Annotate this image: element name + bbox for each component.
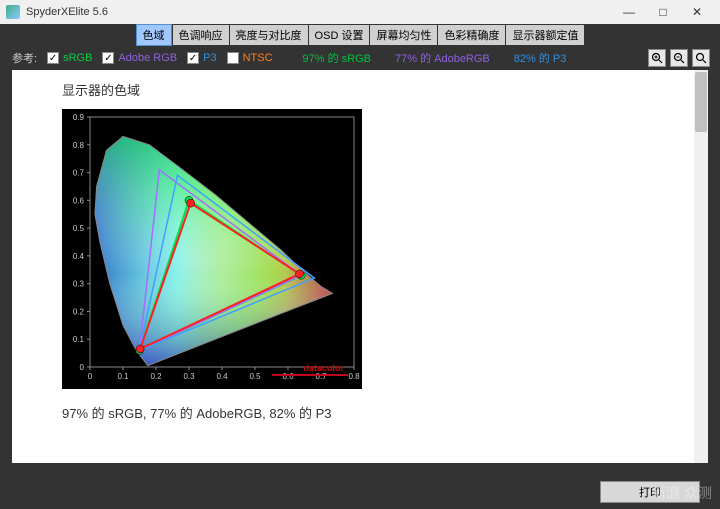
- scrollbar-thumb[interactable]: [695, 72, 707, 132]
- tabs-row: 色域色调响应亮度与对比度OSD 设置屏幕均匀性色彩精确度显示器额定值: [0, 24, 720, 46]
- legend-items: ✓sRGB ✓Adobe RGB ✓P3 NTSC: [47, 52, 272, 64]
- tab-2[interactable]: 亮度与对比度: [230, 25, 308, 45]
- content-wrap: 显示器的色域 00.10.20.30.40.50.60.70.800.10.20…: [0, 70, 720, 475]
- reference-label: 参考:: [12, 50, 37, 66]
- tab-6[interactable]: 显示器额定值: [506, 25, 584, 45]
- svg-text:0.9: 0.9: [73, 113, 85, 122]
- print-button[interactable]: 打印: [600, 481, 700, 503]
- svg-text:0.8: 0.8: [73, 141, 85, 150]
- maximize-button[interactable]: □: [646, 0, 680, 24]
- scrollbar-track[interactable]: [694, 70, 708, 463]
- checkbox[interactable]: ✓: [102, 52, 114, 64]
- legend-item-0[interactable]: ✓sRGB: [47, 52, 92, 64]
- legend-result-2: 82% 的 P3: [514, 50, 567, 66]
- result-summary: 97% 的 sRGB, 77% 的 AdobeRGB, 82% 的 P3: [62, 403, 658, 422]
- bottom-bar: 打印: [0, 475, 720, 509]
- svg-text:0.6: 0.6: [282, 372, 294, 381]
- svg-text:0.7: 0.7: [73, 169, 85, 178]
- svg-text:0.4: 0.4: [216, 372, 228, 381]
- svg-text:0.2: 0.2: [73, 307, 85, 316]
- tab-4[interactable]: 屏幕均匀性: [370, 25, 437, 45]
- checkbox[interactable]: ✓: [47, 52, 59, 64]
- legend-item-3[interactable]: NTSC: [227, 52, 273, 64]
- tab-5[interactable]: 色彩精确度: [438, 25, 505, 45]
- app-icon: [6, 5, 20, 19]
- tab-3[interactable]: OSD 设置: [309, 25, 370, 45]
- svg-text:0.6: 0.6: [73, 196, 85, 205]
- svg-text:0.5: 0.5: [73, 224, 85, 233]
- window-controls: — □ ✕: [612, 0, 714, 24]
- content-inner: 显示器的色域 00.10.20.30.40.50.60.70.800.10.20…: [12, 70, 708, 432]
- content-area: 显示器的色域 00.10.20.30.40.50.60.70.800.10.20…: [12, 70, 708, 463]
- tab-0[interactable]: 色域: [136, 24, 172, 46]
- svg-text:0.5: 0.5: [249, 372, 261, 381]
- zoom-in-icon[interactable]: [648, 49, 666, 67]
- minimize-button[interactable]: —: [612, 0, 646, 24]
- zoom-controls: [648, 49, 710, 67]
- close-button[interactable]: ✕: [680, 0, 714, 24]
- svg-text:0: 0: [80, 363, 85, 372]
- svg-text:0.3: 0.3: [183, 372, 195, 381]
- svg-text:0.3: 0.3: [73, 280, 85, 289]
- titlebar: SpyderXElite 5.6 — □ ✕: [0, 0, 720, 24]
- app-window: SpyderXElite 5.6 — □ ✕ 色域色调响应亮度与对比度OSD 设…: [0, 0, 720, 509]
- svg-text:0.8: 0.8: [348, 372, 360, 381]
- chart-brand: datacolor: [303, 363, 344, 373]
- checkbox[interactable]: ✓: [187, 52, 199, 64]
- checkbox[interactable]: [227, 52, 239, 64]
- legend-item-1[interactable]: ✓Adobe RGB: [102, 52, 177, 64]
- legend-results: 97% 的 sRGB 77% 的 AdobeRGB 82% 的 P3: [303, 50, 567, 66]
- legend-row: 参考: ✓sRGB ✓Adobe RGB ✓P3 NTSC 97% 的 sRGB 77%…: [0, 46, 720, 70]
- zoom-fit-icon[interactable]: [692, 49, 710, 67]
- legend-result-1: 77% 的 AdobeRGB: [395, 50, 490, 66]
- svg-text:0.1: 0.1: [73, 335, 85, 344]
- zoom-out-icon[interactable]: [670, 49, 688, 67]
- svg-text:0: 0: [88, 372, 93, 381]
- section-title: 显示器的色域: [62, 80, 658, 99]
- svg-text:0.4: 0.4: [73, 252, 85, 261]
- svg-text:0.7: 0.7: [315, 372, 327, 381]
- legend-item-2[interactable]: ✓P3: [187, 52, 216, 64]
- gamut-chart: 0 0.1 0.2 0.3 0.4 0.5 0.6 0.7 0.8 0 0.1 0.2 0.3 0.4 0.…: [62, 109, 362, 389]
- window-title: SpyderXElite 5.6: [26, 6, 108, 18]
- chart-svg: 0 0.1 0.2 0.3 0.4 0.5 0.6 0.7 0.8 0 0.1 0.2 0.3 0.4 0.…: [62, 109, 362, 389]
- title-left: SpyderXElite 5.6: [6, 5, 108, 19]
- svg-text:0.2: 0.2: [150, 372, 162, 381]
- legend-result-0: 97% 的 sRGB: [303, 50, 371, 66]
- tab-1[interactable]: 色调响应: [173, 25, 229, 45]
- svg-text:0.1: 0.1: [117, 372, 129, 381]
